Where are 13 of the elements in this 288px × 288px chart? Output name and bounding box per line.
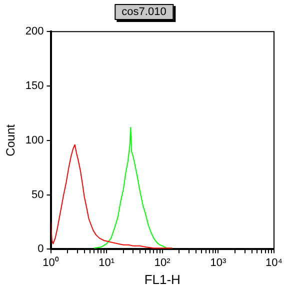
x-tick-label: 10¹: [98, 256, 115, 269]
chart-title: cos7.010: [114, 4, 174, 20]
x-tick-label: 10⁰: [42, 256, 59, 269]
y-tick-label: 0: [38, 243, 44, 256]
x-tick-label: 10²: [154, 256, 171, 269]
y-tick-label: 50: [32, 188, 44, 201]
y-tick-label: 150: [25, 80, 44, 92]
y-tick-label: 200: [25, 26, 44, 38]
y-axis-title: Count: [4, 124, 18, 156]
x-axis-title: FL1-H: [144, 272, 180, 287]
x-tick-label: 10³: [210, 256, 226, 269]
y-tick-label: 100: [25, 134, 44, 146]
x-tick-label: 10⁴: [266, 256, 283, 269]
